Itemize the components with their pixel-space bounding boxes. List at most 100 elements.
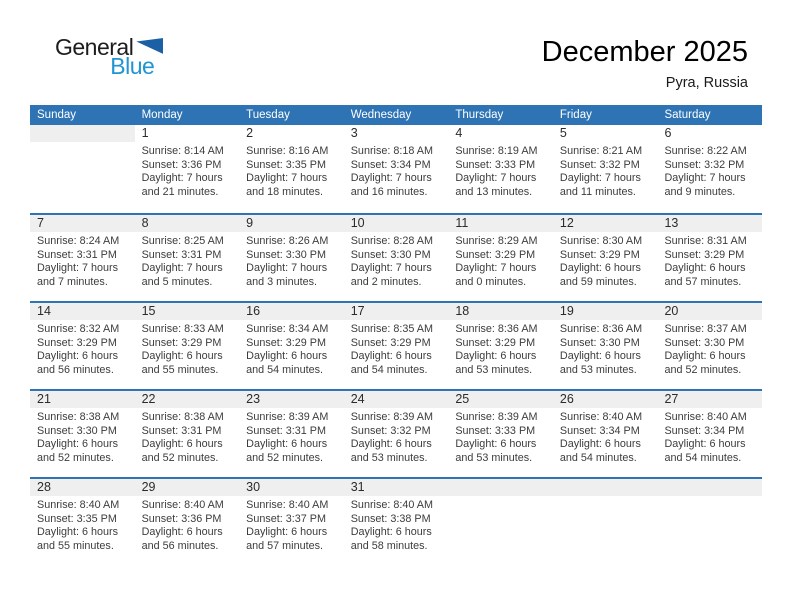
week-row-2: 7 Sunrise: 8:24 AM Sunset: 3:31 PM Daylight… <box>30 213 763 301</box>
day-cell-10: 10 Sunrise: 8:28 AM Sunset: 3:30 PM Dayligh… <box>343 215 449 301</box>
day-details: Sunrise: 8:32 AM Sunset: 3:29 PM Daylight:… <box>30 320 135 377</box>
sunrise-text: Sunrise: 8:40 AM <box>246 499 329 511</box>
day-cell-3: 3 Sunrise: 8:18 AM Sunset: 3:34 PM Daylight… <box>344 125 449 213</box>
daylight-text-1: Daylight: 6 hours <box>141 350 223 363</box>
day-cell-15: 15 Sunrise: 8:33 AM Sunset: 3:29 PM Dayligh… <box>134 303 240 389</box>
sunrise-text: Sunrise: 8:25 AM <box>141 235 224 247</box>
sunset-text: Sunset: 3:29 PM <box>664 248 745 261</box>
daylight-text-1: Daylight: 6 hours <box>246 526 328 539</box>
daylight-text-2: and 58 minutes. <box>350 539 428 552</box>
day-cell-23: 23 Sunrise: 8:39 AM Sunset: 3:31 PM Dayligh… <box>239 391 344 477</box>
weekday-header-monday: Monday <box>141 109 183 121</box>
day-cell-empty <box>448 479 553 565</box>
day-details: Sunrise: 8:39 AM Sunset: 3:31 PM Daylight:… <box>239 408 344 465</box>
logo-text-blue: Blue <box>110 53 155 79</box>
day-cell-26: 26 Sunrise: 8:40 AM Sunset: 3:34 PM Dayligh… <box>552 391 658 477</box>
week-row-1: 1 Sunrise: 8:14 AM Sunset: 3:36 PM Daylight… <box>30 125 762 213</box>
day-number: 14 <box>30 303 135 320</box>
day-number: 11 <box>448 215 553 232</box>
day-cell-12: 12 Sunrise: 8:30 AM Sunset: 3:29 PM Dayligh… <box>552 215 658 301</box>
daylight-text-1: Daylight: 6 hours <box>559 438 641 451</box>
day-details: Sunrise: 8:35 AM Sunset: 3:29 PM Daylight:… <box>344 320 449 377</box>
sunset-text: Sunset: 3:32 PM <box>350 424 431 437</box>
week-row-4: 21 Sunrise: 8:38 AM Sunset: 3:30 PM Dayligh… <box>30 389 763 477</box>
daylight-text-1: Daylight: 6 hours <box>37 438 119 451</box>
day-cell-16: 16 Sunrise: 8:34 AM Sunset: 3:29 PM Dayligh… <box>239 303 344 389</box>
daylight-text-2: and 52 minutes. <box>664 363 742 376</box>
day-number <box>657 479 763 496</box>
daylight-text-2: and 52 minutes. <box>246 451 323 464</box>
day-number: 2 <box>246 126 254 140</box>
sunset-text: Sunset: 3:31 PM <box>141 248 222 261</box>
page-header: General Blue December 2025 Pyra, Russia <box>0 0 792 92</box>
day-number: 3 <box>350 126 358 140</box>
daylight-text-2: and 54 minutes. <box>350 363 428 376</box>
daylight-text-1: Daylight: 7 hours <box>141 262 223 275</box>
day-number: 29 <box>134 479 240 496</box>
day-details: Sunrise: 8:22 AM Sunset: 3:32 PM Daylight:… <box>657 142 762 199</box>
day-cell-1: 1 Sunrise: 8:14 AM Sunset: 3:36 PM Daylight… <box>135 125 240 213</box>
day-details: Sunrise: 8:26 AM Sunset: 3:30 PM Daylight:… <box>239 232 344 289</box>
day-number: 13 <box>657 215 763 232</box>
sunset-text: Sunset: 3:29 PM <box>455 336 536 349</box>
day-number: 28 <box>30 479 135 496</box>
calendar-table: Sunday Monday Tuesday Wednesday Thursday Frid… <box>30 105 763 565</box>
day-number: 21 <box>30 391 135 408</box>
sunset-text: Sunset: 3:34 PM <box>559 424 640 437</box>
daylight-text-2: and 54 minutes. <box>246 363 323 376</box>
daylight-text-2: and 57 minutes. <box>246 539 323 552</box>
daylight-text-2: and 0 minutes. <box>455 275 527 288</box>
daylight-text-1: Daylight: 7 hours <box>246 172 328 185</box>
sunset-text: Sunset: 3:30 PM <box>559 336 640 349</box>
sunset-text: Sunset: 3:31 PM <box>246 424 326 437</box>
logo-row: General <box>55 36 164 59</box>
daylight-text-1: Daylight: 6 hours <box>246 438 328 451</box>
day-number: 25 <box>448 391 553 408</box>
day-number: 9 <box>239 215 344 232</box>
day-details: Sunrise: 8:40 AM Sunset: 3:37 PM Daylight:… <box>239 496 344 553</box>
daylight-text-2: and 18 minutes. <box>246 185 323 198</box>
daylight-text-2: and 53 minutes. <box>455 451 533 464</box>
daylight-text-2: and 2 minutes. <box>350 275 422 288</box>
day-number: 22 <box>134 391 240 408</box>
day-cell-empty <box>30 125 135 213</box>
sunrise-text: Sunrise: 8:40 AM <box>664 411 747 423</box>
day-number: 30 <box>239 479 344 496</box>
day-details: Sunrise: 8:36 AM Sunset: 3:29 PM Daylight:… <box>448 320 553 377</box>
sunrise-text: Sunrise: 8:33 AM <box>141 323 224 335</box>
day-cell-24: 24 Sunrise: 8:39 AM Sunset: 3:32 PM Dayligh… <box>343 391 449 477</box>
daylight-text-1: Daylight: 6 hours <box>141 526 223 539</box>
daylight-text-1: Daylight: 7 hours <box>246 262 328 275</box>
sunrise-text: Sunrise: 8:39 AM <box>350 411 433 423</box>
day-cell-5: 5 Sunrise: 8:21 AM Sunset: 3:32 PM Daylight… <box>553 125 658 213</box>
day-number: 31 <box>343 479 449 496</box>
daylight-text-1: Daylight: 6 hours <box>455 438 537 451</box>
daylight-text-1: Daylight: 6 hours <box>350 438 432 451</box>
sunrise-text: Sunrise: 8:32 AM <box>37 323 120 335</box>
sunrise-text: Sunrise: 8:37 AM <box>664 323 747 335</box>
daylight-text-1: Daylight: 6 hours <box>141 438 223 451</box>
sunrise-text: Sunrise: 8:14 AM <box>141 145 224 157</box>
daylight-text-2: and 55 minutes. <box>37 539 114 552</box>
sunrise-text: Sunrise: 8:34 AM <box>246 323 329 335</box>
day-details: Sunrise: 8:24 AM Sunset: 3:31 PM Daylight:… <box>30 232 135 289</box>
day-number: 10 <box>343 215 449 232</box>
sunset-text: Sunset: 3:29 PM <box>246 336 326 349</box>
daylight-text-1: Daylight: 6 hours <box>350 350 432 363</box>
day-details: Sunrise: 8:38 AM Sunset: 3:31 PM Daylight:… <box>135 408 240 465</box>
day-details: Sunrise: 8:40 AM Sunset: 3:34 PM Daylight:… <box>553 408 658 465</box>
sunset-text: Sunset: 3:36 PM <box>141 158 222 171</box>
day-cell-11: 11 Sunrise: 8:29 AM Sunset: 3:29 PM Dayligh… <box>448 215 553 301</box>
day-cell-27: 27 Sunrise: 8:40 AM Sunset: 3:34 PM Dayligh… <box>657 391 763 477</box>
daylight-text-1: Daylight: 6 hours <box>559 350 641 363</box>
sunrise-text: Sunrise: 8:26 AM <box>246 235 329 247</box>
day-details: Sunrise: 8:37 AM Sunset: 3:30 PM Daylight:… <box>657 320 762 377</box>
day-cell-25: 25 Sunrise: 8:39 AM Sunset: 3:33 PM Dayligh… <box>448 391 553 477</box>
day-cell-4: 4 Sunrise: 8:19 AM Sunset: 3:33 PM Daylight… <box>448 125 553 213</box>
sunrise-text: Sunrise: 8:16 AM <box>246 145 329 157</box>
weekday-header-row: Sunday Monday Tuesday Wednesday Thursday Frid… <box>30 105 762 125</box>
daylight-text-2: and 59 minutes. <box>559 275 637 288</box>
daylight-text-2: and 9 minutes. <box>664 185 736 198</box>
day-details: Sunrise: 8:16 AM Sunset: 3:35 PM Daylight:… <box>239 142 344 199</box>
